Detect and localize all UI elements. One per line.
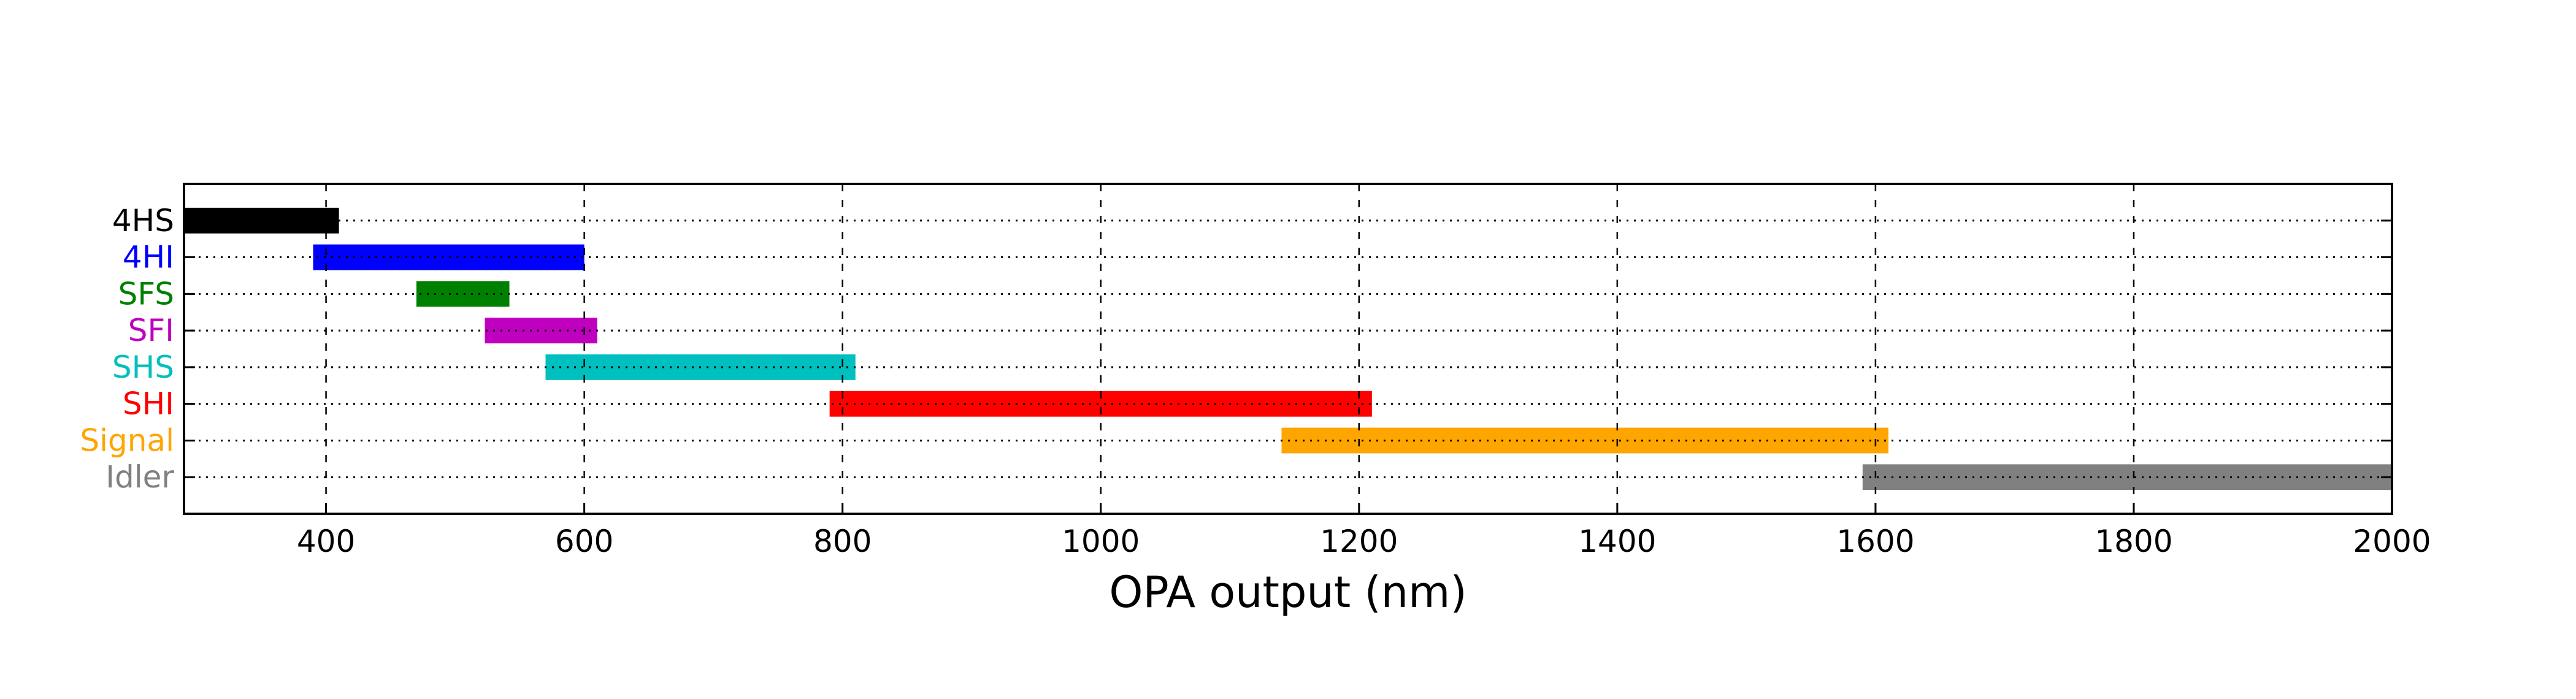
x-tick-label: 1400 — [1578, 524, 1656, 559]
x-tick-label: 1000 — [1062, 524, 1140, 559]
y-tick-label: Signal — [80, 422, 174, 458]
x-tick-label: 600 — [555, 524, 613, 559]
y-tick-label: 4HS — [112, 203, 174, 239]
range-bar-sfi — [485, 318, 597, 344]
range-bar-4hs — [184, 207, 339, 234]
x-tick-label: 1600 — [1836, 524, 1914, 559]
y-tick-label: SHI — [123, 386, 174, 422]
range-bar-sfs — [416, 281, 510, 307]
plot-frame — [183, 183, 2393, 515]
y-tick-label: SFS — [118, 276, 174, 311]
x-tick-label: 1800 — [2095, 524, 2172, 559]
x-tick-labels: 400 600 800 1000 1200 1400 1600 1800 2000 — [297, 524, 2431, 559]
range-bar-signal — [1281, 427, 1888, 454]
y-tick-label: Idler — [105, 459, 174, 495]
y-tick-label: 4HI — [123, 240, 174, 275]
x-axis-label: OPA output (nm) — [1109, 567, 1466, 617]
bars — [184, 207, 2392, 491]
x-tick-label: 800 — [813, 524, 872, 559]
y-tick-label: SFI — [128, 313, 174, 348]
x-tick-label: 1200 — [1320, 524, 1398, 559]
x-tick-label: 400 — [297, 524, 355, 559]
y-tick-label: SHS — [112, 350, 174, 385]
x-tick-label: 2000 — [2353, 524, 2431, 559]
